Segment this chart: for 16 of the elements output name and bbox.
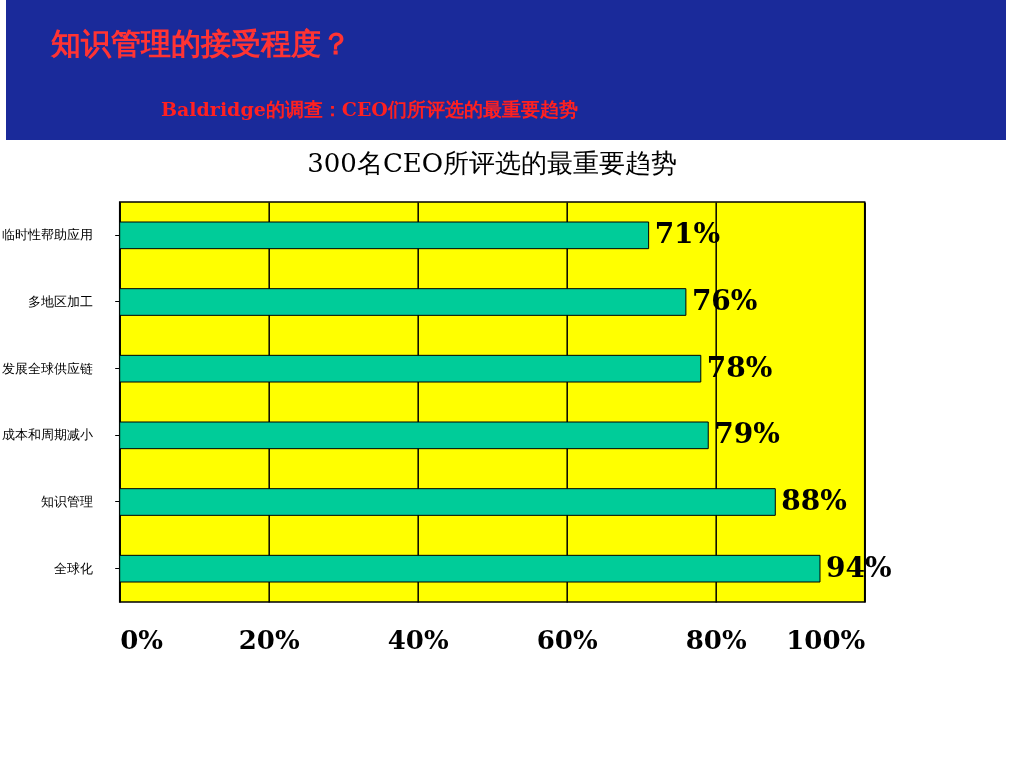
data-label: 88%	[781, 484, 847, 517]
y-tick-label: 成本和周期减小	[2, 427, 94, 443]
chart-title: 知识管理的接受程度？	[50, 26, 351, 61]
x-tick-label: 60%	[536, 624, 598, 655]
y-tick-label: 全球化	[54, 560, 94, 576]
x-tick-label: 0%	[120, 624, 164, 655]
y-tick-label: 临时性帮助应用	[2, 227, 94, 243]
y-tick-label: 发展全球供应链	[2, 360, 94, 376]
chart-subtitle: Baldridge的调查：CEO们所评选的最重要趋势	[161, 98, 578, 120]
x-tick-label: 80%	[685, 624, 747, 655]
y-tick-label: 知识管理	[41, 494, 94, 509]
x-tick-label: 100%	[786, 624, 866, 655]
y-tick-label: 多地区加工	[28, 294, 94, 309]
x-tick-label: 20%	[238, 624, 300, 655]
x-tick-label: 40%	[387, 624, 449, 655]
text: 300名CEO所评选的最重要趋势	[307, 148, 678, 178]
